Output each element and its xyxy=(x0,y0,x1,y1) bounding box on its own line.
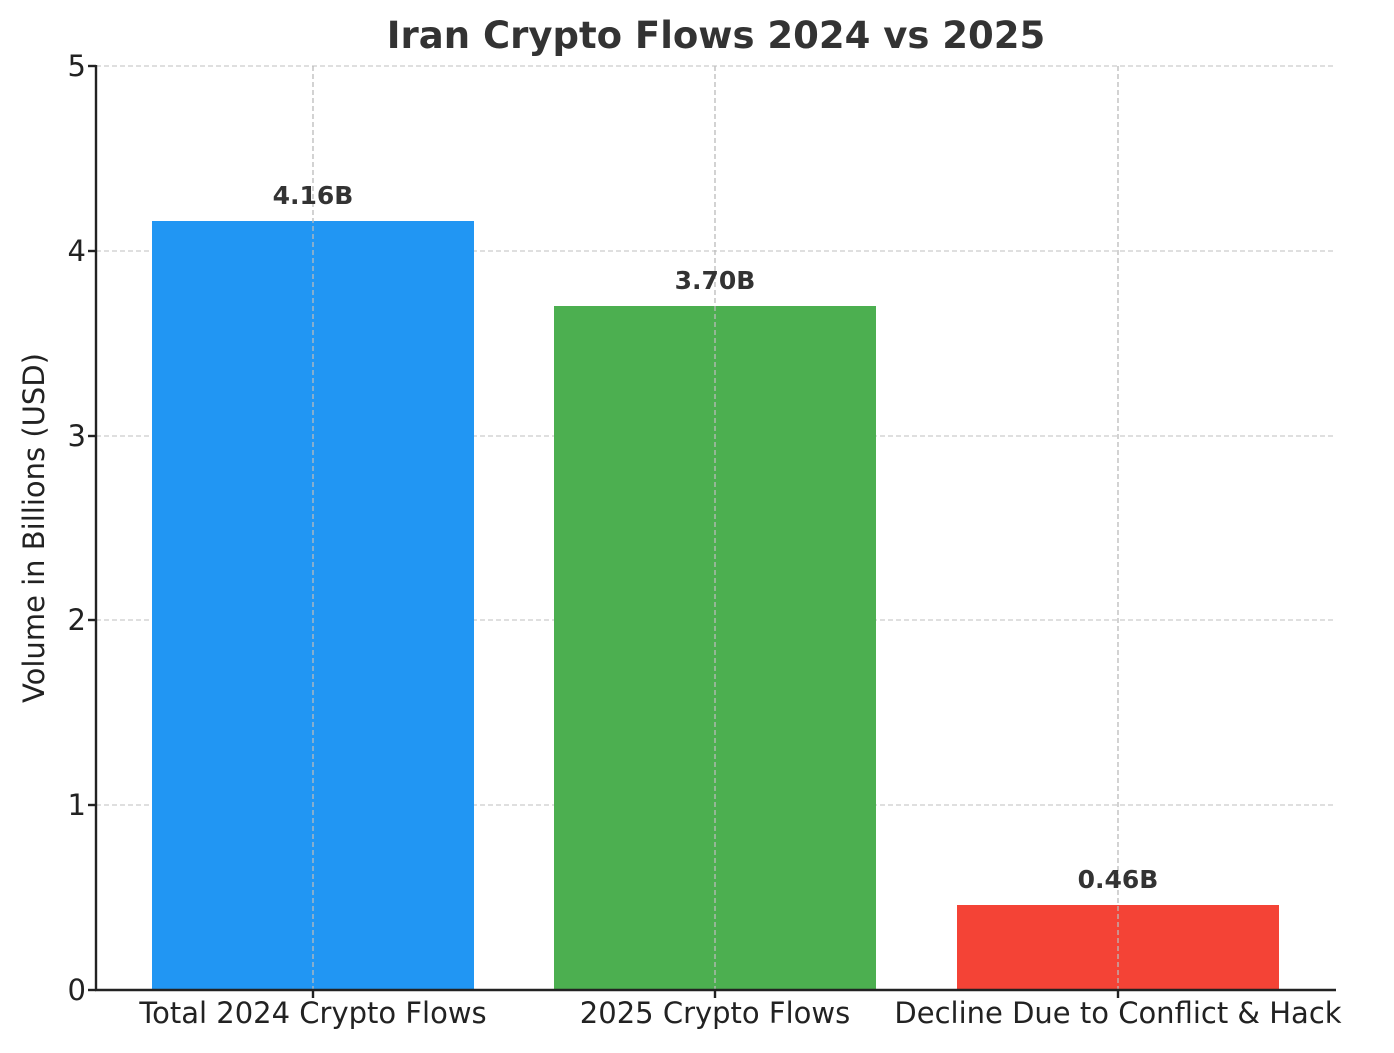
bar-value-label: 3.70B xyxy=(674,266,756,296)
y-tick-label: 4 xyxy=(67,234,86,268)
bar-value-label: 0.46B xyxy=(1077,864,1159,894)
chart-title: Iran Crypto Flows 2024 vs 2025 xyxy=(386,14,1046,57)
y-tick-label: 2 xyxy=(67,603,86,637)
y-axis-label: Volume in Billions (USD) xyxy=(17,353,51,703)
x-tick-label: 2025 Crypto Flows xyxy=(579,996,851,1030)
x-tick-label: Total 2024 Crypto Flows xyxy=(139,996,487,1030)
x-tick-label: Decline Due to Conflict & Hack xyxy=(894,996,1342,1030)
y-tick-label: 3 xyxy=(67,419,86,453)
y-tick-label: 5 xyxy=(67,49,86,83)
bar-value-label: 4.16B xyxy=(272,181,354,211)
y-tick-label: 1 xyxy=(67,788,86,822)
y-tick-label: 0 xyxy=(67,973,86,1007)
